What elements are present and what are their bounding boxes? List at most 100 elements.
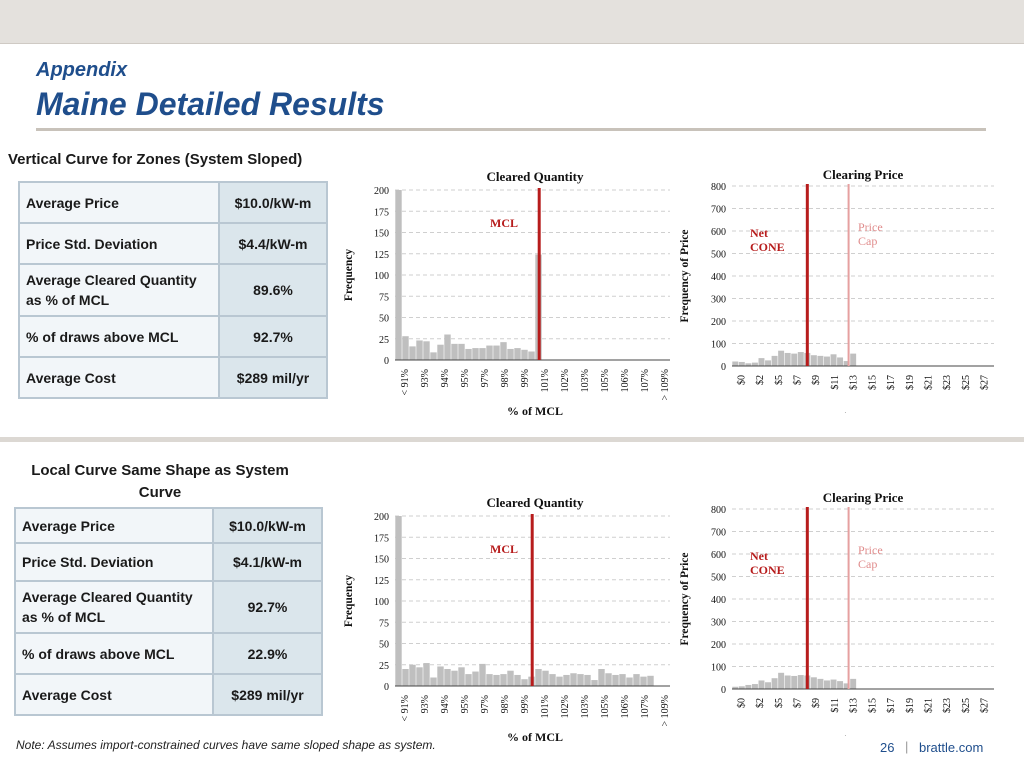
x-tick-label: 97% xyxy=(480,369,491,387)
y-tick-label: 75 xyxy=(379,292,389,303)
y-tick-label: 175 xyxy=(374,533,389,544)
histogram-bar xyxy=(577,674,584,686)
x-tick-label: $7 xyxy=(793,375,804,385)
histogram-bar xyxy=(732,361,739,366)
x-tick-label: 107% xyxy=(640,369,651,392)
x-tick-label: $15 xyxy=(867,698,878,713)
histogram-bar xyxy=(437,344,444,360)
table-row: Average Cleared Quantity as % of MCL 92.7… xyxy=(14,580,323,634)
histogram-bar xyxy=(751,362,758,366)
x-tick-label: 98% xyxy=(500,695,511,713)
x-tick-label: 94% xyxy=(440,369,451,387)
y-tick-label: 400 xyxy=(711,272,726,283)
section-divider xyxy=(0,437,1024,442)
y-tick-label: 175 xyxy=(374,207,389,218)
x-tick-label: $19 xyxy=(905,698,916,713)
histogram-bar xyxy=(598,669,605,686)
histogram-bar xyxy=(402,336,409,360)
histogram-bar xyxy=(465,674,472,686)
histogram-bar xyxy=(458,667,465,686)
stat-value: $4.4/kW-m xyxy=(218,222,328,265)
x-axis-label: % of MCL xyxy=(507,404,563,418)
y-tick-label: 100 xyxy=(711,340,726,351)
histogram-bar xyxy=(521,679,528,686)
x-tick-label: 101% xyxy=(540,369,551,392)
x-tick-label: $17 xyxy=(886,698,897,713)
table-row: Price Std. Deviation $4.1/kW-m xyxy=(14,542,323,582)
histogram-bar xyxy=(423,663,430,686)
stat-value: 22.9% xyxy=(212,632,323,675)
histogram-bar xyxy=(507,348,514,360)
x-tick-label: $11 xyxy=(830,698,841,713)
histogram-bar xyxy=(843,683,850,689)
y-tick-label: 200 xyxy=(711,317,726,328)
chart-title: Cleared Quantity xyxy=(487,169,584,184)
slide-subtitle: Appendix xyxy=(36,59,128,81)
x-tick-label: < 91% xyxy=(400,695,411,721)
x-tick-label: $21 xyxy=(924,375,935,390)
y-tick-label: 400 xyxy=(711,595,726,606)
histogram-bar xyxy=(486,345,493,360)
top-banner xyxy=(0,0,1024,44)
histogram-bar xyxy=(479,663,486,686)
x-tick-label: 103% xyxy=(580,369,591,392)
y-tick-label: 125 xyxy=(374,250,389,261)
y-tick-label: 75 xyxy=(379,618,389,629)
y-tick-label: 100 xyxy=(374,597,389,608)
x-tick-label: 93% xyxy=(420,369,431,387)
slide-title: Maine Detailed Results xyxy=(36,86,385,122)
x-tick-label: $21 xyxy=(924,698,935,713)
y-tick-label: 300 xyxy=(711,295,726,306)
x-tick-label: 95% xyxy=(460,369,471,387)
table-row: % of draws above MCL 92.7% xyxy=(18,315,328,358)
x-tick-label: 99% xyxy=(520,695,531,713)
histogram-bar xyxy=(409,346,416,360)
table-row: Price Std. Deviation $4.4/kW-m xyxy=(18,222,328,265)
histogram-bar xyxy=(758,358,765,366)
histogram-bar xyxy=(591,680,598,686)
histogram-bar xyxy=(486,674,493,686)
clearing-price-chart-1: Clearing Price 0 100 200 300 400 500 600 700 800 N… xyxy=(679,167,994,413)
x-tick-label: 94% xyxy=(440,695,451,713)
histogram-bar xyxy=(549,674,556,686)
stat-label: Average Cost xyxy=(18,356,220,399)
mcl-label: MCL xyxy=(490,216,518,230)
x-axis-label: $/kW-m xyxy=(842,410,884,413)
histogram-bar xyxy=(843,361,850,366)
histogram-bar xyxy=(409,664,416,686)
histogram-bar xyxy=(465,348,472,360)
histogram-bar xyxy=(514,674,521,686)
y-tick-label: 0 xyxy=(384,682,389,693)
x-tick-label: 105% xyxy=(600,369,611,392)
brand-link[interactable]: brattle.com xyxy=(919,740,984,755)
histogram-bar xyxy=(850,353,857,366)
x-tick-label: $23 xyxy=(942,698,953,713)
histogram-bar xyxy=(416,340,423,360)
chart-title: Clearing Price xyxy=(823,167,904,182)
y-tick-label: 200 xyxy=(711,640,726,651)
x-tick-label: $27 xyxy=(980,375,991,390)
stat-value: $10.0/kW-m xyxy=(212,507,323,544)
histogram-bar xyxy=(732,686,739,689)
histogram-bar xyxy=(437,666,444,686)
histogram-bar xyxy=(416,667,423,686)
y-tick-label: 150 xyxy=(374,229,389,240)
x-tick-label: $23 xyxy=(942,375,953,390)
histogram-bar xyxy=(810,355,817,366)
histogram-bar xyxy=(472,671,479,686)
histogram-bar xyxy=(563,674,570,686)
histogram-bar xyxy=(507,670,514,686)
net-cone-label: Net CONE xyxy=(750,549,785,577)
histogram-bar xyxy=(745,363,752,366)
x-tick-label: > 109% xyxy=(660,369,670,400)
x-tick-label: 102% xyxy=(560,369,571,392)
x-tick-label: $5 xyxy=(774,698,785,708)
stat-label: Average Price xyxy=(14,507,214,544)
price-cap-label: Price Cap xyxy=(858,543,883,571)
y-tick-label: 300 xyxy=(711,618,726,629)
histogram-bar xyxy=(771,678,778,689)
section1-label: Vertical Curve for Zones (System Sloped) xyxy=(8,151,303,168)
histogram-bar xyxy=(771,355,778,366)
stat-label: % of draws above MCL xyxy=(14,632,214,675)
x-tick-label: $25 xyxy=(961,698,972,713)
